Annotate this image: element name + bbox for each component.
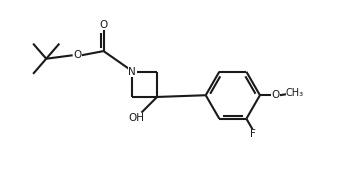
Text: O: O (99, 20, 108, 30)
Text: O: O (271, 90, 280, 100)
Text: F: F (250, 129, 256, 139)
Text: O: O (73, 50, 82, 60)
Text: CH₃: CH₃ (286, 88, 304, 98)
Text: N: N (128, 67, 136, 77)
Text: OH: OH (128, 113, 144, 123)
